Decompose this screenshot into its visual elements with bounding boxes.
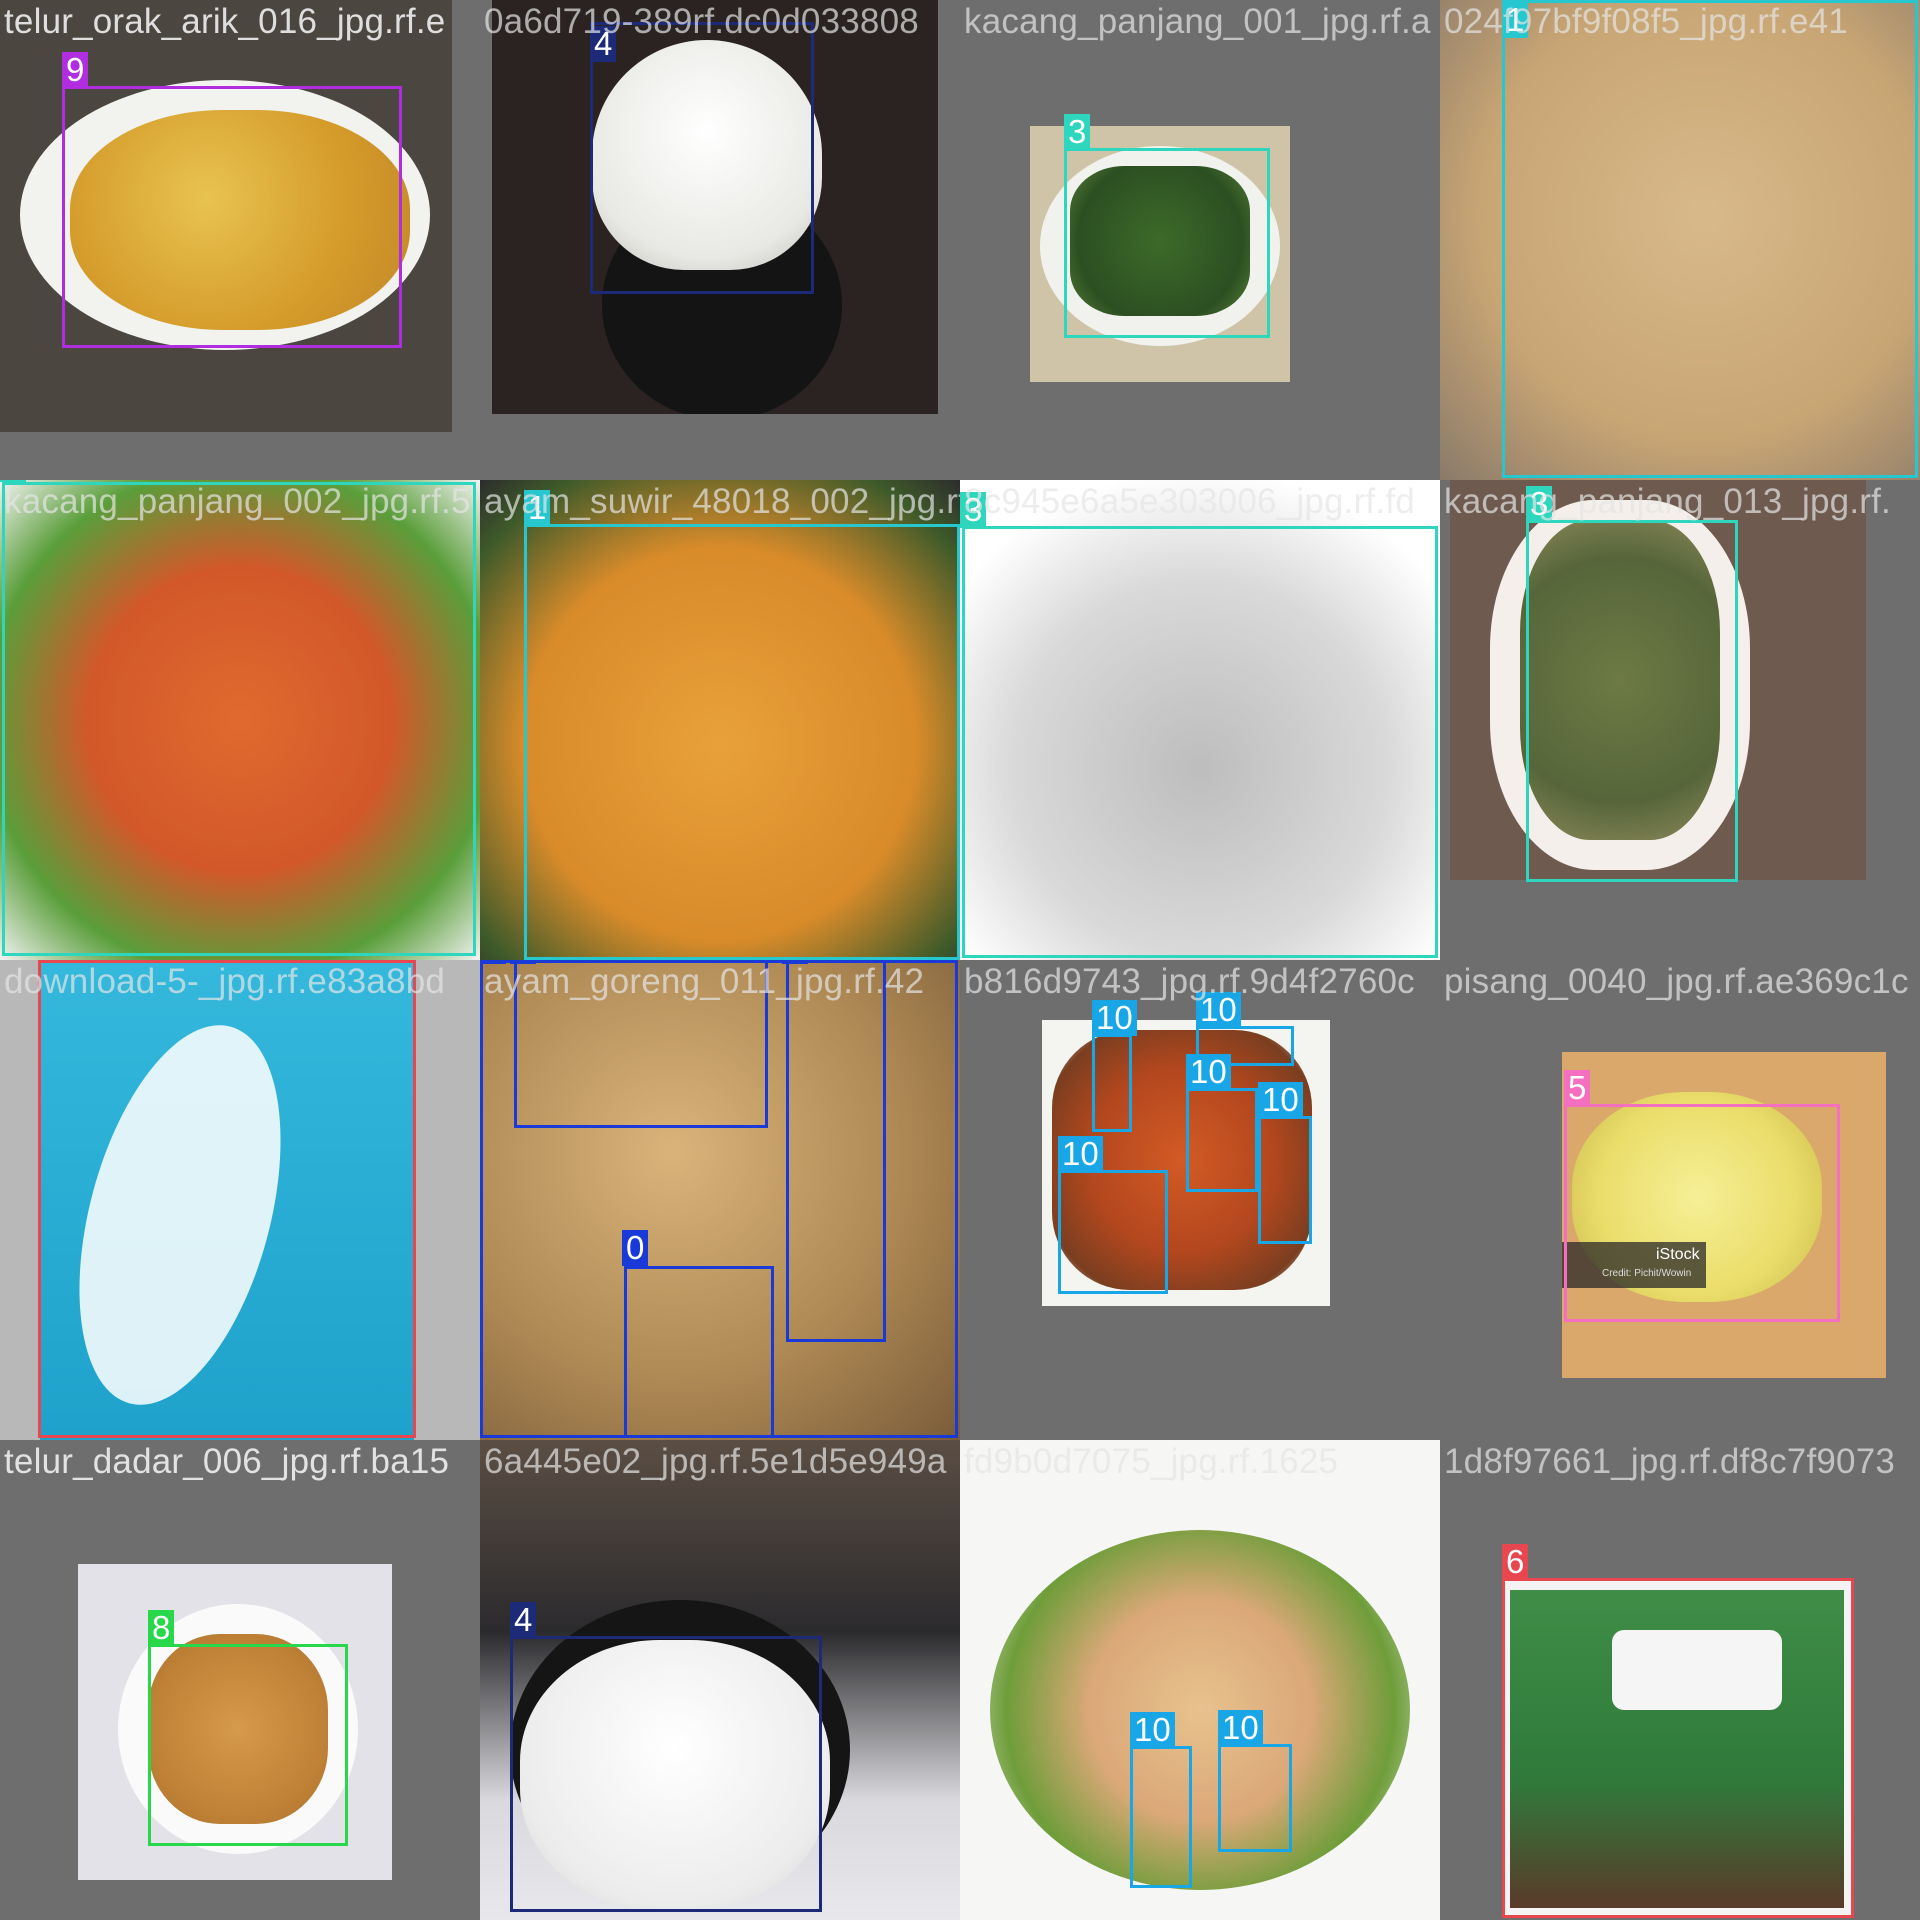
tile-filename: ayam_goreng_011_jpg.rf.42 — [484, 962, 925, 1001]
food-photo — [492, 0, 938, 414]
detection-box — [148, 1644, 348, 1846]
class-label: 3 — [0, 480, 27, 482]
class-label: 10 — [1092, 1000, 1137, 1036]
food-photo — [480, 480, 960, 960]
class-label: 0 — [510, 960, 537, 964]
detection-box — [1186, 1088, 1258, 1192]
mosaic-tile: 9 telur_orak_arik_016_jpg.rf.e — [0, 0, 480, 480]
class-label: 5 — [1564, 1070, 1591, 1106]
tile-filename: pisang_0040_jpg.rf.ae369c1c — [1444, 962, 1909, 1001]
mosaic-tile: 3 kacang_panjang_013_jpg.rf. — [1440, 480, 1920, 960]
food-photo — [1450, 480, 1866, 880]
tile-filename: 024f97bf9f08f5_jpg.rf.e41 — [1444, 2, 1848, 41]
watermark-credit: Credit: Pichit/Wowin — [1602, 1268, 1692, 1279]
product-photo — [1502, 1580, 1854, 1918]
tile-filename: 8c945e6a5e303006_jpg.rf.fd — [964, 482, 1415, 521]
food-photo: iStock Credit: Pichit/Wowin — [1562, 1052, 1886, 1378]
mosaic-tile: iStock Credit: Pichit/Wowin 5 pisang_004… — [1440, 960, 1920, 1440]
tile-filename: fd9b0d7075_jpg.rf.1625 — [964, 1442, 1339, 1481]
mosaic-tile: 3 kacang_panjang_001_jpg.rf.a — [960, 0, 1440, 480]
detection-box — [1502, 1578, 1854, 1918]
mosaic-tile: 8 telur_dadar_006_jpg.rf.ba15 — [0, 1440, 480, 1920]
tile-filename: 1d8f97661_jpg.rf.df8c7f9073 — [1444, 1442, 1896, 1481]
mosaic-tile: 10 10 fd9b0d7075_jpg.rf.1625 — [960, 1440, 1440, 1920]
class-label: 0 — [622, 1230, 649, 1266]
detection-box — [514, 960, 768, 1128]
class-label: 10 — [1218, 1710, 1263, 1746]
class-label: 3 — [1526, 486, 1553, 522]
class-label: 0 — [480, 960, 507, 964]
mosaic-tile: 6 download-5-_jpg.rf.e83a8bd — [0, 960, 480, 1440]
mosaic-tile: 10 10 10 10 10 b816d9743_jpg.rf.9d4f2760… — [960, 960, 1440, 1440]
detection-box — [786, 960, 886, 1342]
class-label: 10 — [1258, 1082, 1303, 1118]
food-photo — [1030, 126, 1290, 382]
detection-box — [624, 1266, 774, 1438]
detection-box — [1130, 1746, 1192, 1888]
detection-box — [2, 482, 476, 956]
detection-box — [524, 524, 960, 960]
mosaic-tile: 3 8c945e6a5e303006_jpg.rf.fd — [960, 480, 1440, 960]
food-photo — [0, 480, 480, 960]
detection-box — [962, 526, 1438, 958]
detection-box — [1502, 0, 1918, 478]
food-photo — [960, 480, 1440, 960]
detection-box — [1064, 148, 1270, 338]
detection-box — [38, 960, 416, 1438]
detection-box — [1526, 520, 1738, 882]
detection-box — [62, 86, 402, 348]
detection-box — [1258, 1116, 1312, 1244]
tile-filename: 6a445e02_jpg.rf.5e1d5e949a — [484, 1442, 947, 1481]
tile-filename: download-5-_jpg.rf.e83a8bd — [4, 962, 446, 1001]
class-label: 10 — [1196, 992, 1241, 1028]
class-label: 9 — [62, 52, 89, 88]
food-photo — [960, 1440, 1440, 1920]
mosaic-tile: 0 0 0 0 ayam_goreng_011_jpg.rf.42 — [480, 960, 960, 1440]
detection-box — [1058, 1170, 1168, 1294]
detection-box — [1218, 1744, 1292, 1852]
class-label: 10 — [1186, 1054, 1231, 1090]
tile-filename: telur_dadar_006_jpg.rf.ba15 — [4, 1442, 450, 1481]
tile-filename: kacang_panjang_013_jpg.rf. — [1444, 482, 1891, 521]
product-photo — [0, 960, 480, 1440]
class-label: 6 — [38, 960, 65, 962]
food-photo — [0, 0, 452, 432]
mosaic-tile: 1 024f97bf9f08f5_jpg.rf.e41 — [1440, 0, 1920, 480]
class-label: 8 — [148, 1610, 175, 1646]
tile-filename: ayam_suwir_48018_002_jpg.rf.3c13 — [484, 482, 960, 521]
food-photo — [480, 960, 960, 1440]
tile-filename: b816d9743_jpg.rf.9d4f2760c — [964, 962, 1415, 1001]
mosaic-tile: 1 ayam_suwir_48018_002_jpg.rf.3c13 — [480, 480, 960, 960]
class-label: 4 — [590, 26, 617, 62]
food-photo — [1440, 0, 1920, 480]
class-label: 3 — [1064, 114, 1091, 150]
food-photo — [480, 1440, 960, 1920]
class-label: 6 — [1502, 1544, 1529, 1580]
class-label: 0 — [782, 960, 809, 964]
detection-box — [590, 22, 814, 294]
detection-box — [1564, 1104, 1840, 1322]
watermark-text: iStock — [1656, 1246, 1700, 1263]
detection-box — [1092, 1034, 1132, 1132]
class-label: 10 — [1058, 1136, 1103, 1172]
mosaic-tile: 6 1d8f97661_jpg.rf.df8c7f9073 — [1440, 1440, 1920, 1920]
class-label: 1 — [1502, 2, 1529, 38]
tile-filename: telur_orak_arik_016_jpg.rf.e — [4, 2, 446, 41]
mosaic-tile: 4 0a6d719-389rf.dc0d033808 — [480, 0, 960, 480]
class-label: 3 — [960, 492, 987, 528]
class-label: 4 — [510, 1602, 537, 1638]
tile-filename: kacang_panjang_001_jpg.rf.a — [964, 2, 1431, 41]
tile-filename: kacang_panjang_002_jpg.rf.5 — [4, 482, 471, 521]
tile-filename: 0a6d719-389rf.dc0d033808 — [484, 2, 919, 41]
mosaic-tile: 4 6a445e02_jpg.rf.5e1d5e949a — [480, 1440, 960, 1920]
detection-box — [510, 1636, 822, 1912]
class-label: 1 — [524, 490, 551, 526]
mosaic-tile: 3 kacang_panjang_002_jpg.rf.5 — [0, 480, 480, 960]
detection-box — [1196, 1026, 1294, 1066]
class-label: 10 — [1130, 1712, 1175, 1748]
